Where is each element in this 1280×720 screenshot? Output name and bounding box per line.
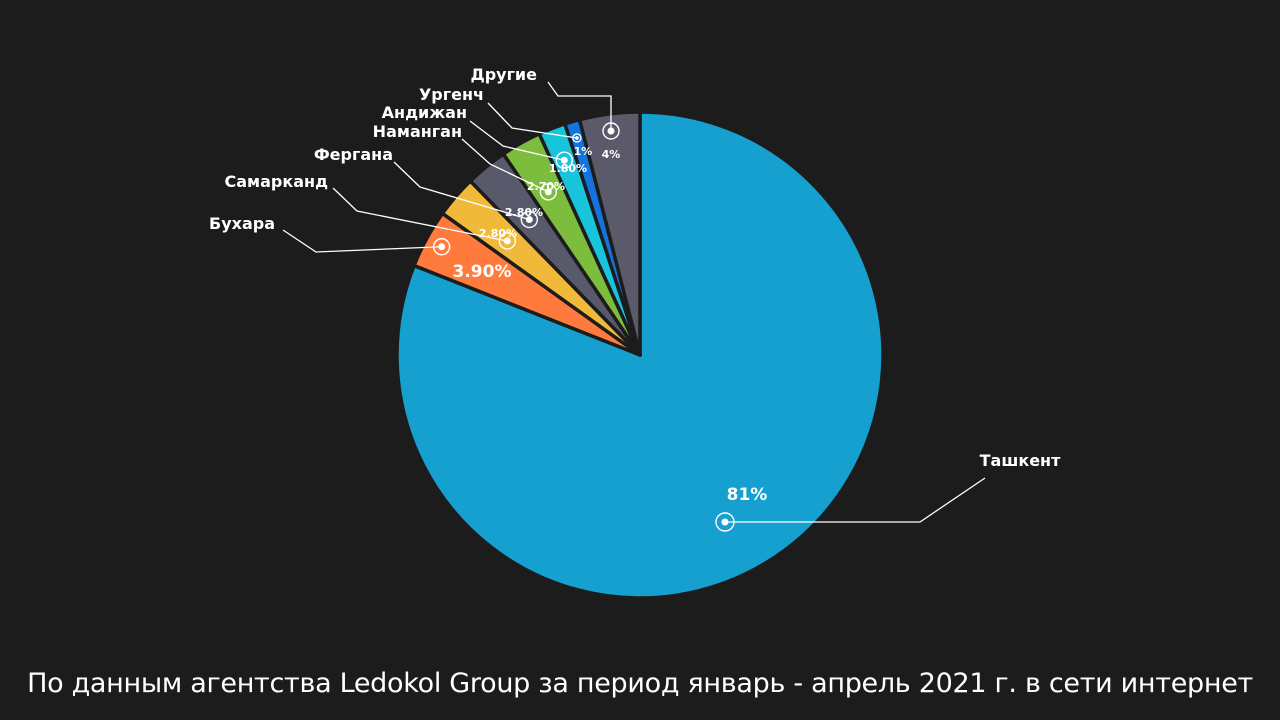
marker-ring-5 bbox=[539, 183, 558, 201]
marker-dot-4 bbox=[525, 215, 533, 223]
slice-value-label-8: 4% bbox=[602, 148, 621, 161]
marker-ring-2 bbox=[432, 238, 451, 256]
pie-slice-8 bbox=[577, 110, 642, 357]
leader-line-5 bbox=[461, 138, 549, 193]
source-caption: По данным агентства Ledokol Group за пер… bbox=[27, 668, 1253, 699]
leader-line-1 bbox=[725, 477, 986, 523]
marker-dot-5 bbox=[544, 188, 552, 196]
slice-name-label-2: Бухара bbox=[209, 214, 275, 233]
slice-name-label-1: Ташкент bbox=[980, 451, 1061, 470]
slice-name-label-4: Фергана bbox=[314, 145, 393, 164]
slice-value-label-6: 1.80% bbox=[549, 162, 587, 175]
leader-line-2 bbox=[282, 229, 442, 253]
leader-line-7 bbox=[487, 102, 578, 139]
leader-line-8 bbox=[547, 81, 612, 131]
marker-ring-4 bbox=[520, 210, 539, 229]
slice-name-label-8: Другие bbox=[470, 65, 537, 84]
pie-slice-1 bbox=[395, 110, 885, 600]
marker-dot-7 bbox=[575, 136, 579, 140]
marker-ring-1 bbox=[715, 512, 735, 532]
leader-line-3 bbox=[332, 187, 508, 242]
marker-dot-2 bbox=[438, 243, 446, 251]
pie-annotations: Ташкент 81% Бухара 3.90% Самарканд 2.80% Ферга… bbox=[209, 65, 1061, 532]
marker-ring-6 bbox=[555, 151, 573, 169]
slice-value-label-1: 81% bbox=[727, 485, 768, 505]
pie-slices bbox=[395, 110, 885, 600]
slice-value-label-7: 1% bbox=[574, 145, 593, 158]
marker-dot-8 bbox=[607, 127, 615, 135]
marker-ring-8 bbox=[602, 122, 620, 140]
marker-dot-1 bbox=[721, 518, 729, 526]
leader-line-6 bbox=[469, 120, 565, 161]
slice-name-label-7: Ургенч bbox=[419, 85, 484, 104]
marker-ring-7 bbox=[572, 133, 582, 143]
slice-value-label-3: 2.80% bbox=[479, 227, 517, 240]
slice-value-label-5: 2.70% bbox=[527, 180, 565, 193]
slice-name-label-5: Наманган bbox=[373, 122, 462, 141]
slice-value-label-2: 3.90% bbox=[453, 262, 512, 282]
marker-dot-3 bbox=[503, 237, 511, 245]
marker-ring-3 bbox=[498, 232, 517, 250]
leader-line-4 bbox=[393, 161, 530, 221]
slice-value-label-4: 2.80% bbox=[505, 206, 543, 219]
slice-name-label-3: Самарканд bbox=[225, 172, 329, 191]
slice-name-label-6: Андижан bbox=[382, 103, 467, 122]
marker-dot-6 bbox=[560, 156, 568, 164]
